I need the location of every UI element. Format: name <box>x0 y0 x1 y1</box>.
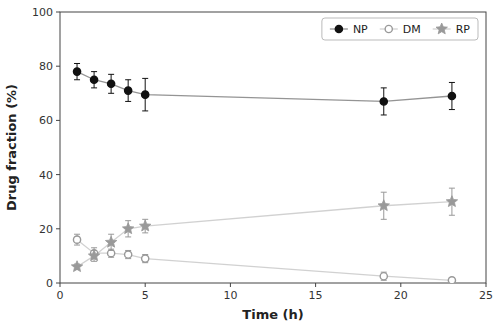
error-bar <box>125 250 131 258</box>
legend-item: RP <box>433 23 471 36</box>
series-line <box>77 202 452 267</box>
legend-label: DM <box>403 23 421 36</box>
point <box>90 76 97 83</box>
series-line <box>77 240 452 281</box>
y-tick-label: 0 <box>46 277 53 290</box>
point <box>108 80 115 87</box>
chart-container: 0 5 10 15 20 25 0 20 40 60 80 100 Time (h) Drug fract… <box>0 0 500 329</box>
x-tick <box>60 283 61 287</box>
plot-frame <box>60 12 486 283</box>
y-tick <box>56 174 60 175</box>
x-tick-label: 20 <box>394 289 408 302</box>
x-tick <box>145 283 146 287</box>
legend-item: DM <box>380 23 421 36</box>
legend-marker <box>436 23 447 34</box>
y-tick-label: 100 <box>32 6 53 19</box>
y-tick <box>56 66 60 67</box>
y-tick <box>56 283 60 284</box>
y-tick-label: 60 <box>39 114 53 127</box>
error-bar <box>125 80 131 102</box>
point <box>71 261 82 272</box>
point <box>105 236 116 247</box>
point <box>125 251 132 258</box>
point <box>446 196 457 207</box>
point <box>142 91 149 98</box>
legend-box <box>322 18 478 40</box>
x-tick-label: 0 <box>57 289 64 302</box>
y-tick <box>56 228 60 229</box>
y-tick-label: 80 <box>39 60 53 73</box>
point <box>122 223 133 234</box>
x-axis-label: Time (h) <box>242 307 303 322</box>
y-axis-label: Drug fraction (%) <box>4 84 19 211</box>
series-dm <box>73 234 455 283</box>
point <box>448 92 455 99</box>
legend-marker <box>385 25 392 32</box>
error-bar <box>449 278 455 283</box>
x-tick <box>315 283 316 287</box>
error-bar <box>108 74 114 93</box>
point <box>380 98 387 105</box>
x-tick-label: 25 <box>479 289 493 302</box>
legend: NP DM RP <box>322 18 478 40</box>
legend-item: NP <box>330 23 368 36</box>
chart: 0 5 10 15 20 25 0 20 40 60 80 100 Time (h) Drug fract… <box>0 0 500 329</box>
series-np <box>73 63 455 114</box>
x-tick <box>400 283 401 287</box>
error-bar <box>142 78 148 111</box>
error-bar <box>142 255 148 263</box>
data-area <box>71 63 457 283</box>
y-tick-label: 20 <box>39 223 53 236</box>
point <box>380 273 387 280</box>
legend-label: RP <box>456 23 471 36</box>
point <box>88 250 99 261</box>
series-rp <box>71 188 457 271</box>
point <box>139 220 150 231</box>
error-bar <box>74 63 80 79</box>
x-tick-label: 5 <box>142 289 149 302</box>
x-tick-label: 15 <box>309 289 323 302</box>
page: {"chart_data": {"type": "line", "xlabel"… <box>0 0 500 329</box>
point <box>378 200 389 211</box>
point <box>73 236 80 243</box>
error-bar <box>91 72 97 88</box>
error-bar <box>381 88 387 115</box>
error-bar <box>449 82 455 109</box>
error-bar <box>381 272 387 280</box>
point <box>142 255 149 262</box>
x-tick <box>230 283 231 287</box>
y-tick <box>56 120 60 121</box>
y-tick <box>56 12 60 13</box>
error-bar <box>74 234 80 245</box>
point <box>448 277 455 283</box>
legend-marker <box>335 25 342 32</box>
x-tick-label: 10 <box>223 289 237 302</box>
series-line <box>77 72 452 102</box>
x-tick <box>486 283 487 287</box>
legend-label: NP <box>353 23 368 36</box>
point <box>125 87 132 94</box>
y-tick-label: 40 <box>39 169 53 182</box>
point <box>73 68 80 75</box>
